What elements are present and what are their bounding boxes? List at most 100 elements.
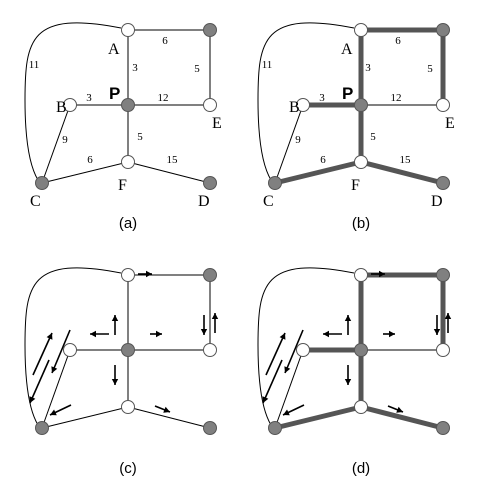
edge-weight-f-d: 15 <box>400 154 412 166</box>
node-a <box>354 23 368 37</box>
node-d <box>436 421 450 435</box>
node-tr <box>203 268 217 282</box>
edge-weight-p-f: 5 <box>370 131 376 143</box>
edge-a-c <box>257 22 355 181</box>
flow-arrow-6 <box>323 330 342 338</box>
node-p <box>354 98 368 112</box>
edge-c-f <box>41 161 129 184</box>
node-f <box>121 155 135 169</box>
edge-a-c <box>24 22 122 181</box>
flow-arrow-3 <box>211 313 219 333</box>
edge-weight-c-f: 6 <box>320 154 326 166</box>
edge-b-c <box>41 104 71 184</box>
edge-weight-a-tr: 6 <box>162 35 168 47</box>
panel-caption: (d) <box>352 460 370 477</box>
edge-b-c <box>274 104 304 184</box>
flow-arrow-6 <box>90 330 109 338</box>
node-label-f: F <box>351 177 360 194</box>
edge-f-d <box>127 161 211 184</box>
node-tr <box>436 268 450 282</box>
node-label-a: A <box>341 41 353 58</box>
panel-2: 6 5 3 3 12 5 9 6 15 11 A B P E F C D (b) <box>257 22 455 232</box>
node-label-a: A <box>108 41 120 58</box>
edge-b-c <box>274 349 304 429</box>
edge-weight-tr-e: 5 <box>427 63 433 75</box>
node-a <box>121 23 135 37</box>
node-a <box>121 268 135 282</box>
node-e <box>436 343 450 357</box>
node-c <box>268 176 282 190</box>
flow-arrow-8 <box>51 329 71 374</box>
flow-arrow-12 <box>154 405 171 413</box>
edge-weight-c-f: 6 <box>87 154 93 166</box>
edge-c-f <box>41 406 129 429</box>
flow-arrow-1 <box>138 270 152 278</box>
node-label-b: B <box>289 99 300 116</box>
flow-arrow-3 <box>444 313 452 333</box>
node-d <box>436 176 450 190</box>
flow-arrow-10 <box>262 359 283 404</box>
flow-arrow-7 <box>111 365 119 385</box>
flow-arrow-11 <box>282 404 305 416</box>
node-label-d: D <box>431 193 443 210</box>
edge-weight-a-p: 3 <box>132 62 138 74</box>
node-b <box>63 98 77 112</box>
node-a <box>354 268 368 282</box>
flow-arrow-5 <box>150 330 162 338</box>
flow-arrow-4 <box>344 315 352 335</box>
node-label-c: C <box>263 193 274 210</box>
node-label-f: F <box>118 177 127 194</box>
edge-weight-f-d: 15 <box>167 154 179 166</box>
edge-a-c <box>257 267 355 426</box>
edge-weight-a-tr: 6 <box>395 35 401 47</box>
edge-weight-b-c: 9 <box>295 134 301 146</box>
edge-b-c <box>41 349 71 429</box>
edge-weight-tr-e: 5 <box>194 63 200 75</box>
node-f <box>121 400 135 414</box>
edge-c-f-tree <box>272 159 364 186</box>
node-c <box>35 421 49 435</box>
node-label-c: C <box>30 193 41 210</box>
panel-caption: (a) <box>119 215 137 232</box>
flow-arrow-5 <box>383 330 395 338</box>
edge-f-d-tree <box>358 159 446 186</box>
node-c <box>35 176 49 190</box>
edge-weight-b-p: 3 <box>319 92 325 104</box>
flow-arrow-2 <box>433 315 441 335</box>
node-label-p: P <box>342 84 353 103</box>
node-b <box>296 98 310 112</box>
node-tr <box>203 23 217 37</box>
edge-weight-b-p: 3 <box>86 92 92 104</box>
node-e <box>203 98 217 112</box>
node-p <box>121 343 135 357</box>
node-f <box>354 400 368 414</box>
flow-arrow-10 <box>29 359 50 404</box>
panel-1: 6 5 3 3 12 5 9 6 15 11 A B P E F C D (a) <box>24 22 222 232</box>
flow-arrow-2 <box>200 315 208 335</box>
node-label-p: P <box>109 84 120 103</box>
node-c <box>268 421 282 435</box>
node-f <box>354 155 368 169</box>
edge-f-d <box>127 406 211 429</box>
node-label-d: D <box>198 193 210 210</box>
flow-arrow-1 <box>371 270 385 278</box>
flow-arrow-12 <box>387 405 404 413</box>
node-label-e: E <box>445 115 455 132</box>
node-p <box>354 343 368 357</box>
edge-a-c <box>24 267 122 426</box>
edge-weight-a-c: 11 <box>262 59 273 71</box>
node-e <box>203 343 217 357</box>
panel-4: (d) <box>257 267 452 477</box>
node-p <box>121 98 135 112</box>
node-d <box>203 421 217 435</box>
flow-arrow-8 <box>284 329 304 374</box>
panel-caption: (c) <box>119 460 137 477</box>
edge-weight-p-f: 5 <box>137 131 143 143</box>
flow-arrow-9 <box>265 332 286 376</box>
flow-arrow-4 <box>111 315 119 335</box>
flow-arrow-11 <box>49 404 72 416</box>
node-d <box>203 176 217 190</box>
edge-weight-a-c: 11 <box>29 59 40 71</box>
node-b <box>296 343 310 357</box>
